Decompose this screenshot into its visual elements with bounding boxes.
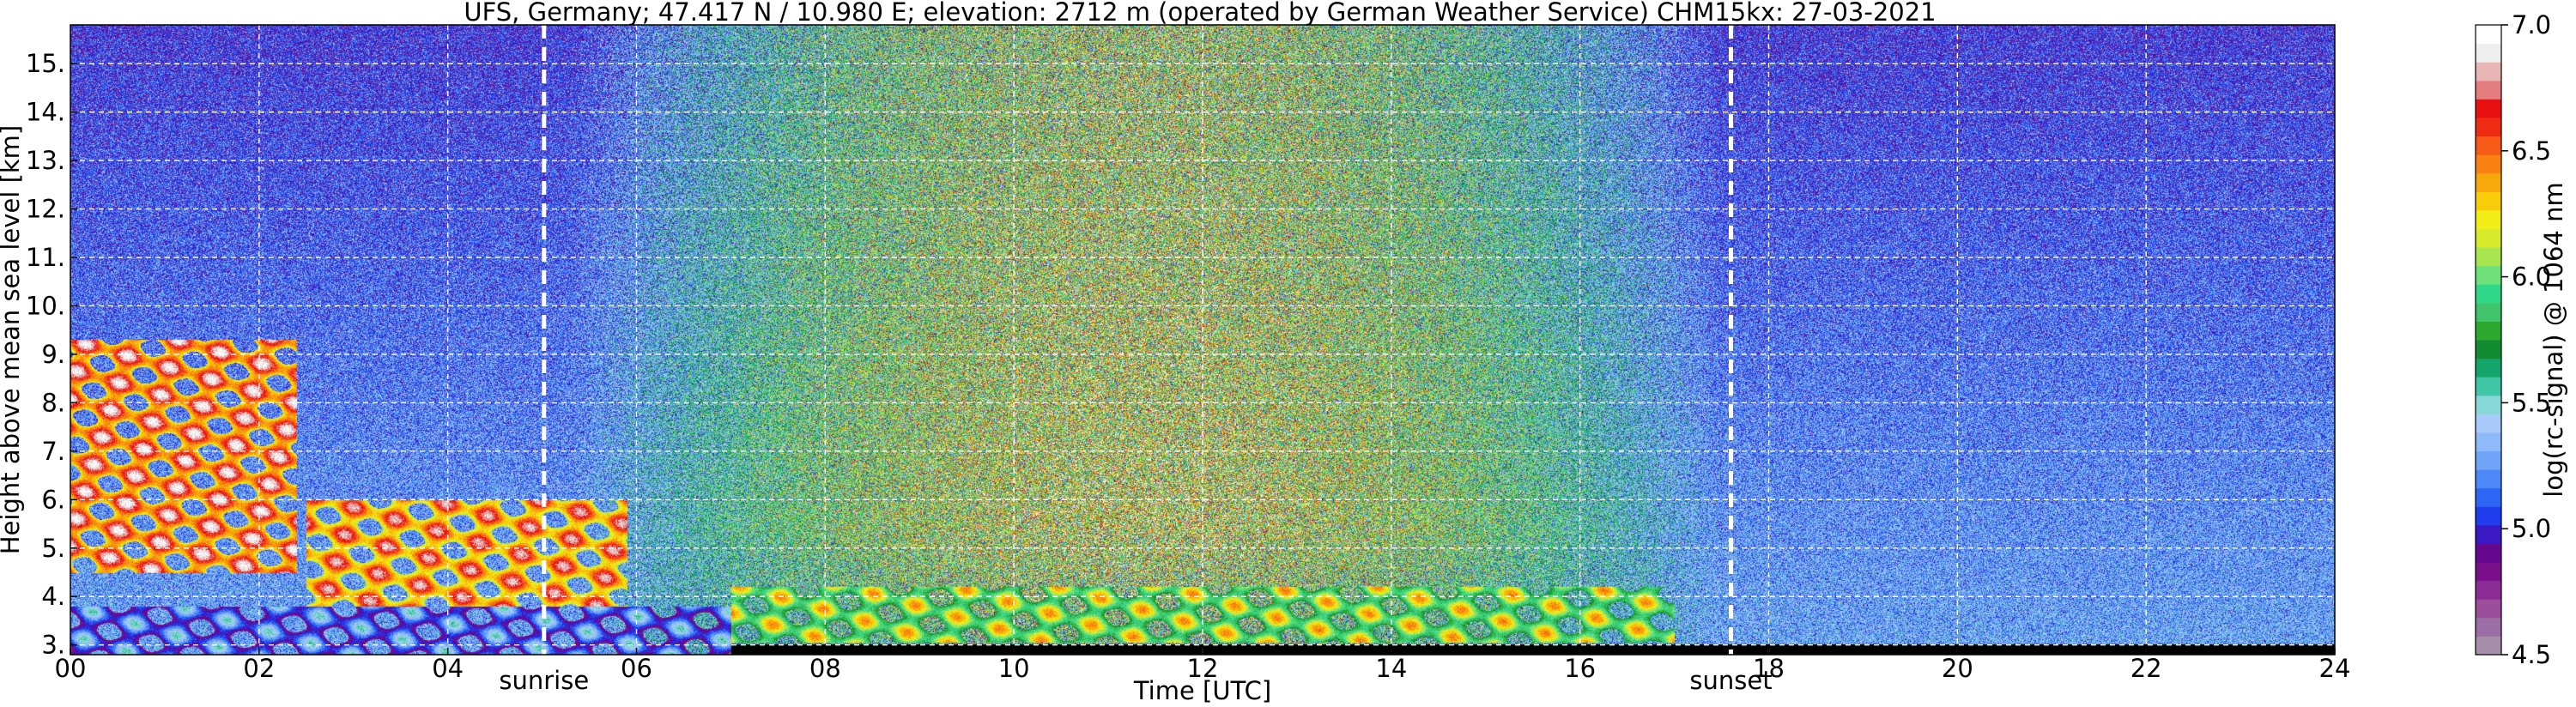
x-tick-label: 04 — [432, 654, 464, 683]
colorbar-swatch — [2476, 469, 2501, 489]
x-tick-label: 10 — [998, 654, 1030, 683]
x-tick-label: 08 — [809, 654, 841, 683]
x-tick-label: 02 — [243, 654, 275, 683]
colorbar-swatch — [2476, 506, 2501, 526]
x-tick-label: 16 — [1564, 654, 1596, 683]
colorbar-swatch — [2476, 636, 2501, 656]
colorbar-swatch — [2476, 450, 2501, 470]
x-axis-label: Time [UTC] — [1133, 676, 1271, 705]
y-tick-label: 14. — [26, 98, 65, 127]
grid-lines — [70, 25, 2335, 655]
y-tick-label: 4. — [41, 582, 65, 611]
colorbar-swatch — [2476, 80, 2501, 100]
x-tick-label: 12 — [1187, 654, 1219, 683]
colorbar-swatch — [2476, 524, 2501, 544]
y-tick-label: 11. — [26, 243, 65, 272]
colorbar-swatch — [2476, 228, 2501, 248]
colorbar-swatch — [2476, 117, 2501, 137]
colorbar-swatch — [2476, 43, 2501, 63]
colorbar — [2475, 24, 2502, 656]
y-tick-label: 9. — [41, 340, 65, 369]
colorbar-tick-label: 6.0 — [2512, 263, 2551, 292]
colorbar-swatch — [2476, 265, 2501, 285]
colorbar-swatch — [2476, 358, 2501, 378]
colorbar-swatch — [2476, 580, 2501, 600]
colorbar-tick-label: 5.0 — [2512, 514, 2551, 543]
colorbar-swatch — [2476, 284, 2501, 304]
y-tick-label: 7. — [41, 437, 65, 466]
y-tick-label: 12. — [26, 195, 65, 224]
y-tick-label: 10. — [26, 291, 65, 320]
colorbar-swatch — [2476, 617, 2501, 637]
x-tick-label: 06 — [621, 654, 652, 683]
y-tick-label: 6. — [41, 485, 65, 514]
colorbar-swatch — [2476, 432, 2501, 452]
colorbar-tick-label: 4.5 — [2512, 640, 2551, 669]
y-tick-label: 5. — [41, 534, 65, 563]
colorbar-swatch — [2476, 172, 2501, 192]
colorbar-swatch — [2476, 321, 2501, 341]
colorbar-swatch — [2476, 154, 2501, 174]
x-tick-label: 00 — [55, 654, 87, 683]
colorbar-tick-label: 7.0 — [2512, 10, 2551, 39]
x-tick-label: 18 — [1753, 654, 1785, 683]
colorbar-swatch — [2476, 99, 2501, 118]
colorbar-tick-label: 6.5 — [2512, 136, 2551, 166]
x-tick-label: 24 — [2319, 654, 2351, 683]
colorbar-swatch — [2476, 25, 2501, 45]
colorbar-swatch — [2476, 191, 2501, 211]
colorbar-swatch — [2476, 302, 2501, 322]
sunrise-label: sunrise — [499, 666, 589, 695]
colorbar-tick-label: 5.5 — [2512, 388, 2551, 417]
y-tick-label: 15. — [26, 49, 65, 78]
y-axis-label: Height above mean sea level [km] — [0, 125, 25, 554]
colorbar-swatch — [2476, 562, 2501, 582]
colorbar-swatch — [2476, 395, 2501, 414]
x-tick-label: 20 — [1942, 654, 1973, 683]
y-tick-label: 13. — [26, 146, 65, 175]
y-axis: 3. 4. 5. 6. 7. 8. 9. 10. 11. 12. 13. 14. 15. — [26, 49, 77, 660]
colorbar-label: log(rc-signal) @ 1064 nm — [2539, 182, 2568, 497]
y-tick-label: 3. — [41, 631, 65, 660]
colorbar-swatch — [2476, 62, 2501, 82]
colorbar-swatch — [2476, 209, 2501, 229]
colorbar-swatch — [2476, 599, 2501, 619]
colorbar-swatch — [2476, 247, 2501, 267]
colorbar-swatch — [2476, 136, 2501, 155]
colorbar-swatch — [2476, 377, 2501, 396]
x-axis: 00 02 04 06 08 10 12 14 16 18 20 22 24 — [55, 648, 2351, 683]
colorbar-swatch — [2476, 340, 2501, 360]
sunset-label: sunset — [1689, 666, 1772, 695]
y-tick-label: 8. — [41, 388, 65, 417]
x-tick-label: 14 — [1375, 654, 1407, 683]
chart-title: UFS, Germany; 47.417 N / 10.980 E; eleva… — [464, 0, 1936, 27]
colorbar-ticks: 4.5 5.0 5.5 6.0 6.5 7.0 — [2501, 10, 2551, 669]
x-tick-label: 22 — [2131, 654, 2162, 683]
colorbar-swatch — [2476, 414, 2501, 433]
colorbar-frame — [2475, 24, 2502, 656]
sun-markers: sunrise sunset — [499, 25, 1773, 695]
colorbar-swatch — [2476, 487, 2501, 507]
colorbar-swatch — [2476, 543, 2501, 563]
